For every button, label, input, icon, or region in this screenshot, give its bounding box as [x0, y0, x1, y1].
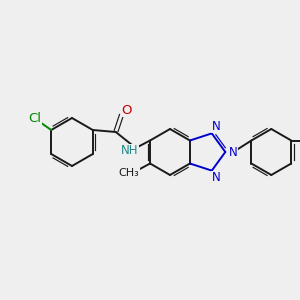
Text: N: N	[229, 146, 238, 158]
Text: N: N	[212, 120, 220, 133]
Text: NH: NH	[121, 145, 139, 158]
Text: O: O	[122, 103, 132, 116]
Text: CH₃: CH₃	[119, 169, 140, 178]
Text: N: N	[212, 171, 220, 184]
Text: Cl: Cl	[29, 112, 42, 125]
